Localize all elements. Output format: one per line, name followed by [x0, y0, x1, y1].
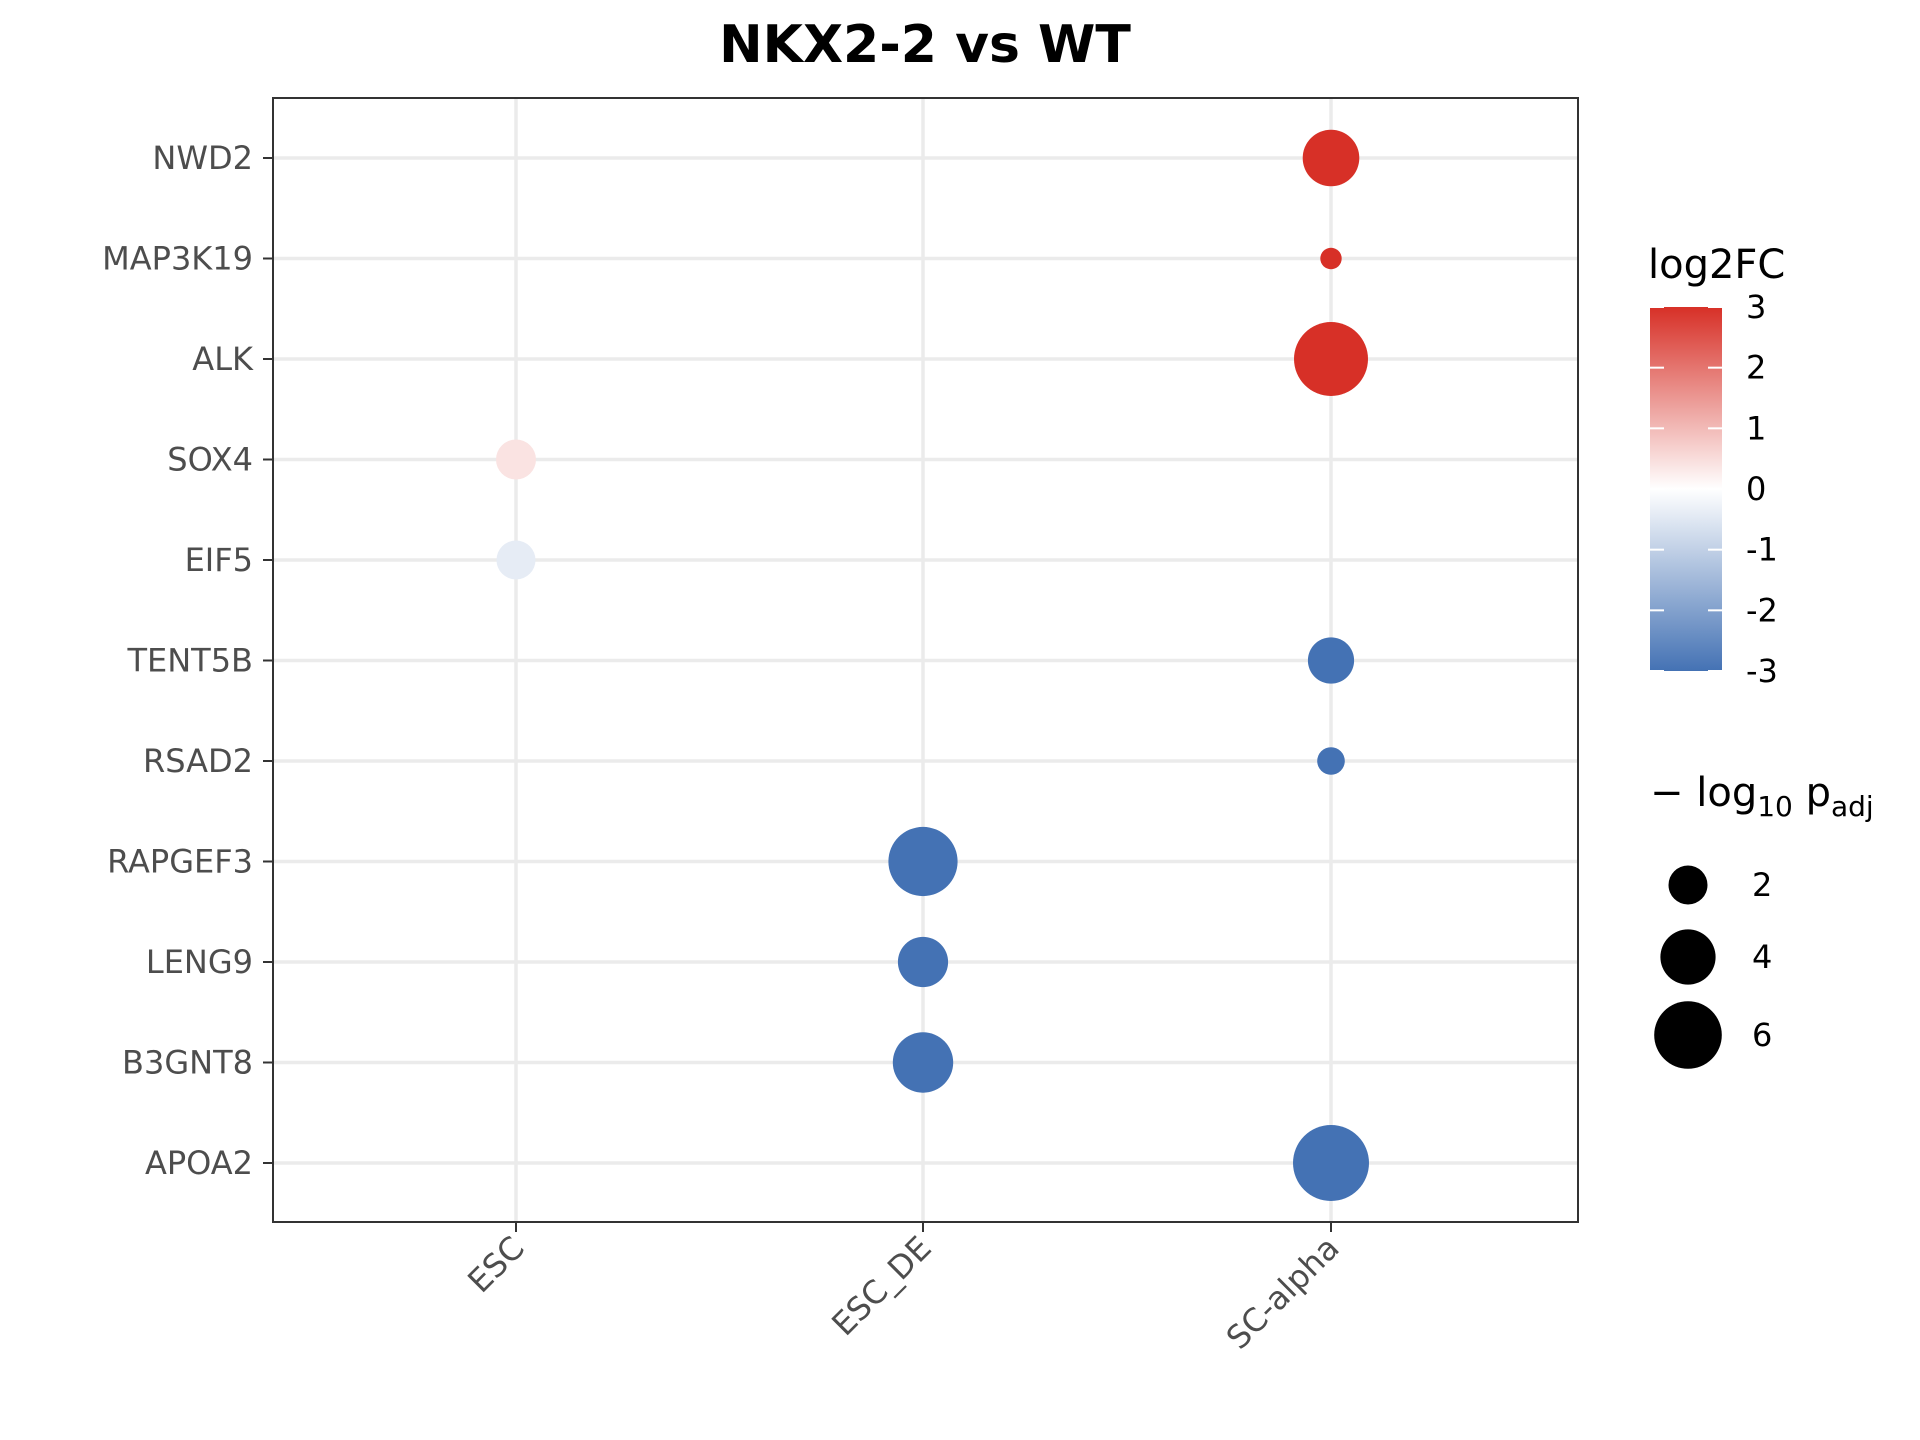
y-axis: NWD2 MAP3K19 ALK SOX4 EIF5 TENT5B RSAD2 RAPGEF3…: [102, 139, 273, 1182]
data-point-sox4: [496, 439, 536, 480]
y-tick-label: RSAD2: [143, 742, 253, 780]
data-point-rsad2: [1317, 747, 1345, 775]
size-legend: − log10 padj 2 4 6: [1650, 770, 1874, 1069]
colorbar-tick-label: 3: [1746, 288, 1766, 326]
data-point-leng9: [897, 936, 949, 988]
y-tick-label: ALK: [192, 340, 254, 378]
size-legend-dot: [1654, 1001, 1722, 1069]
x-axis: ESC ESC_DE SC-alpha: [460, 1222, 1347, 1357]
data-points: [496, 129, 1369, 1201]
data-point-rapgef3: [888, 826, 958, 897]
size-legend-label: 2: [1752, 866, 1772, 904]
colorbar-ticks: 3 2 1 0 -1 -2 -3: [1650, 288, 1778, 690]
y-tick-label: NWD2: [152, 139, 253, 177]
y-tick-label: SOX4: [167, 441, 253, 479]
y-tick-label: TENT5B: [126, 642, 253, 680]
size-legend-label: 4: [1752, 938, 1772, 976]
color-legend: log2FC 3 2 1 0 -1 -2 -3: [1648, 242, 1785, 690]
y-tick-label: LENG9: [146, 943, 253, 981]
data-point-b3gnt8: [892, 1032, 954, 1093]
x-tick-label: ESC_DE: [824, 1229, 938, 1343]
data-point-apoa2: [1293, 1125, 1369, 1201]
size-legend-entries: 2 4 6: [1654, 865, 1772, 1069]
colorbar-tick-label: -2: [1746, 591, 1778, 629]
color-legend-title: log2FC: [1648, 242, 1785, 288]
size-legend-label: 6: [1752, 1016, 1772, 1054]
data-point-alk: [1294, 322, 1368, 396]
y-tick-label: EIF5: [185, 541, 253, 579]
y-tick-label: B3GNT8: [122, 1044, 253, 1082]
y-tick-label: APOA2: [145, 1144, 253, 1182]
size-legend-dot: [1668, 865, 1708, 905]
x-tick-label: SC-alpha: [1219, 1229, 1347, 1357]
size-legend-title: − log10 padj: [1650, 770, 1874, 823]
size-legend-dot: [1660, 929, 1716, 985]
chart-title: NKX2-2 vs WT: [719, 15, 1131, 75]
data-point-map3k19: [1320, 247, 1342, 270]
colorbar-tick-label: 0: [1746, 470, 1766, 508]
colorbar-tick-label: -3: [1746, 652, 1778, 690]
data-point-tent5b: [1307, 637, 1355, 684]
y-tick-label: RAPGEF3: [107, 843, 253, 881]
y-tick-label: MAP3K19: [102, 240, 253, 278]
data-point-eif5: [496, 540, 536, 580]
x-tick-label: ESC: [460, 1229, 531, 1300]
colorbar-tick-label: 1: [1746, 409, 1766, 447]
data-point-nwd2: [1302, 129, 1360, 187]
colorbar-tick-label: 2: [1746, 349, 1766, 387]
colorbar-tick-label: -1: [1746, 531, 1778, 569]
